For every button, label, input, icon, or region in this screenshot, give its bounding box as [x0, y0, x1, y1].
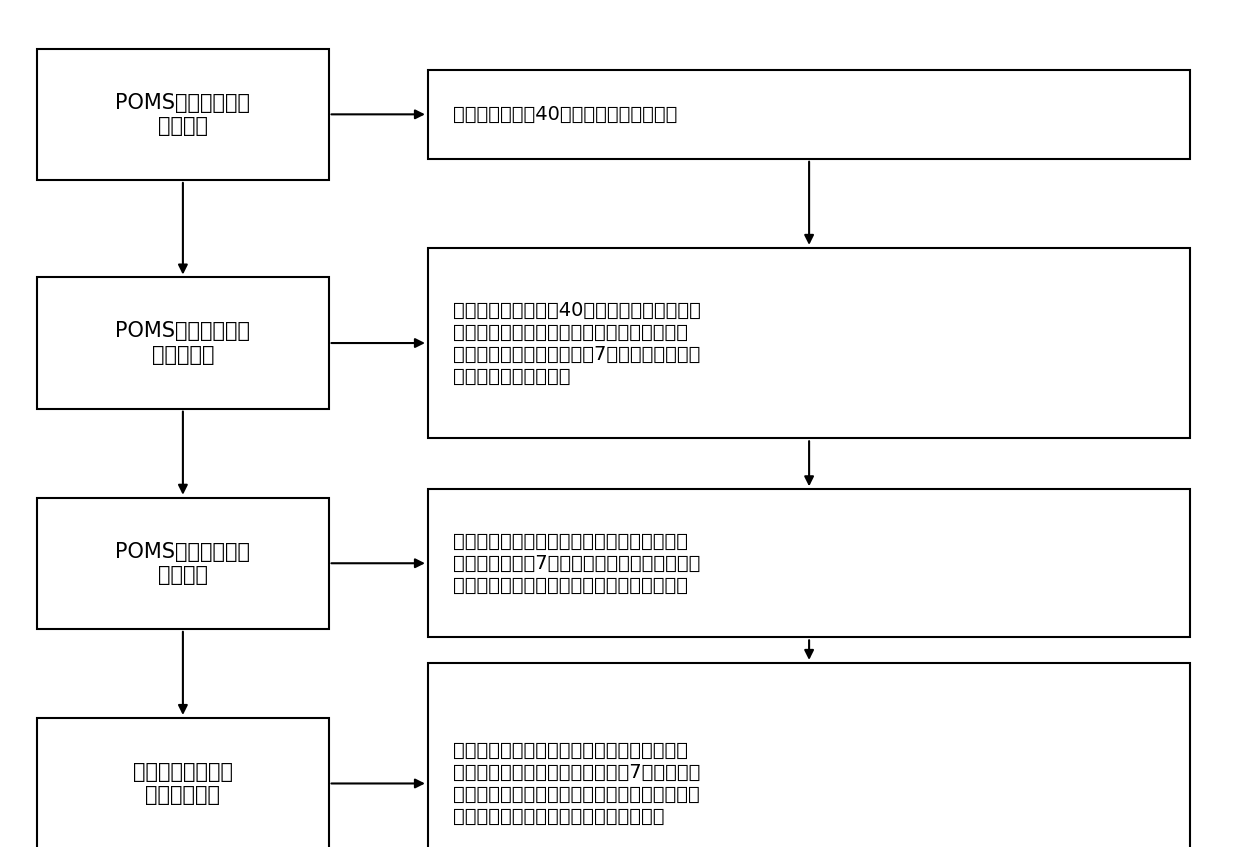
Text: 根据固定的索引值从40个心境状态量化评估值
中分别抽取出紧张、愤怒、疲劳、抑郁、精力
、慌乱和与自我情绪相关等7项心境状态所对应
的多项心境状态数据值: 根据固定的索引值从40个心境状态量化评估值 中分别抽取出紧张、愤怒、疲劳、抑郁、… [453, 301, 701, 385]
Bar [428, 662, 1190, 847]
Bar [428, 247, 1190, 439]
Text: 读取单次完整的40项心境状态量化评估值: 读取单次完整的40项心境状态量化评估值 [453, 105, 677, 124]
Bar [37, 48, 329, 180]
Bar [37, 497, 329, 628]
Text: 计算紧张、愤怒、疲劳、抑郁、精力、慌乱和
自我情绪相关等7项心境状态量化值以及总体心
境状态、正性心境状态和负性心境状态量化值: 计算紧张、愤怒、疲劳、抑郁、精力、慌乱和 自我情绪相关等7项心境状态量化值以及总… [453, 532, 699, 595]
Bar [428, 69, 1190, 158]
Bar [37, 277, 329, 408]
Bar [428, 489, 1190, 637]
Text: POMS自评量表数据
分析模块: POMS自评量表数据 分析模块 [115, 541, 250, 585]
Text: POMS自评量表数据
预处理模块: POMS自评量表数据 预处理模块 [115, 321, 250, 365]
Bar [37, 717, 329, 847]
Text: 本次心境状态统计
结果输出模块: 本次心境状态统计 结果输出模块 [133, 761, 233, 805]
Text: POMS自评量表数据
读取模块: POMS自评量表数据 读取模块 [115, 92, 250, 136]
Text: 以柱状统计图的形式将紧张、愤怒、疲劳、抑
郁、精力、慌乱和自我情绪相关等7项心境状态
量化值以及总体心境状态、正性心境状态和负性
心境状态量化值显示在手机端反馈: 以柱状统计图的形式将紧张、愤怒、疲劳、抑 郁、精力、慌乱和自我情绪相关等7项心境… [453, 741, 699, 826]
